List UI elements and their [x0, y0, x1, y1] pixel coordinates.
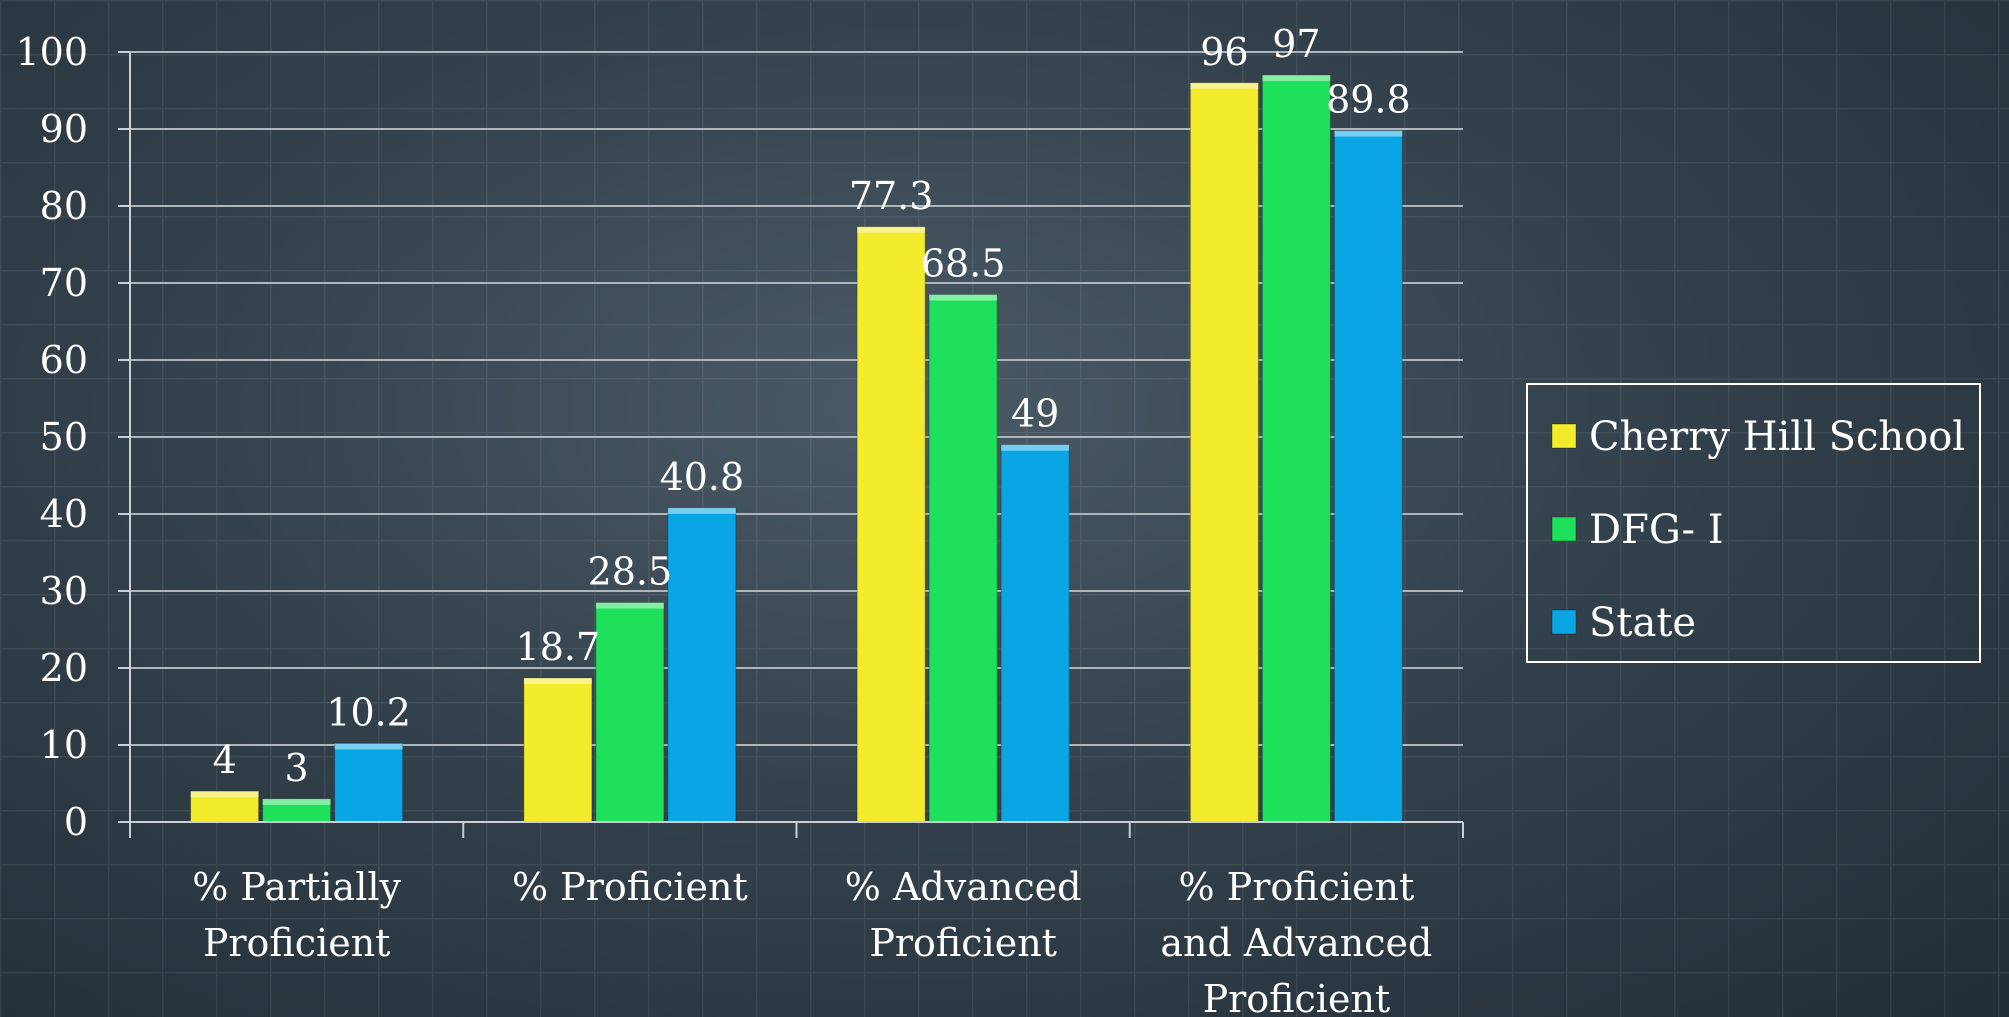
legend-label: State	[1589, 600, 1696, 646]
bar-highlight	[523, 678, 592, 685]
data-label: 96	[1200, 30, 1248, 74]
category-label: % Proficient and Advanced Proficient	[1160, 865, 1432, 1017]
category-label: % Partially Proficient	[192, 865, 401, 965]
bar-highlight	[334, 743, 403, 750]
y-tick-label: 60	[40, 338, 88, 382]
data-label: 89.8	[1326, 78, 1411, 122]
bar	[334, 742, 404, 823]
bar	[856, 226, 926, 823]
y-tick-label: 20	[40, 646, 88, 690]
bar-highlight	[190, 791, 259, 798]
bar-highlight	[857, 226, 926, 233]
y-tick-label: 40	[40, 492, 88, 536]
y-tick-label: 10	[40, 723, 88, 767]
legend-swatch	[1551, 516, 1577, 542]
bar-highlight	[1190, 82, 1259, 89]
bar	[1000, 444, 1070, 823]
data-label: 18.7	[516, 625, 601, 669]
axes	[118, 51, 1464, 838]
category-label-line: Proficient	[203, 921, 391, 965]
data-label: 3	[285, 746, 309, 790]
category-label: % Proficient	[512, 865, 748, 909]
y-tick-label: 0	[64, 800, 88, 844]
legend: Cherry Hill School DFG- I State	[1526, 383, 1981, 663]
category-label-line: and Advanced	[1160, 921, 1432, 965]
data-label: 4	[213, 738, 237, 782]
bar	[1261, 74, 1331, 823]
bar	[595, 602, 665, 823]
data-label: 49	[1011, 392, 1059, 436]
legend-swatch	[1551, 423, 1577, 449]
legend-label: DFG- I	[1589, 507, 1724, 553]
y-tick-label: 90	[40, 107, 88, 151]
y-tick-label: 100	[15, 30, 88, 74]
legend-box	[1526, 383, 1981, 663]
bar	[190, 790, 260, 823]
category-label-line: % Advanced	[845, 865, 1082, 909]
data-label: 68.5	[921, 242, 1006, 286]
category-label-line: % Partially	[192, 865, 401, 909]
data-label: 40.8	[660, 455, 745, 499]
category-label: % Advanced Proficient	[845, 865, 1082, 965]
bar	[928, 294, 998, 823]
bar	[1189, 82, 1259, 823]
data-label: 97	[1272, 22, 1320, 66]
category-label-line: Proficient	[1203, 977, 1391, 1017]
data-label: 10.2	[326, 690, 411, 734]
y-tick-label: 30	[40, 569, 88, 613]
bar-highlight	[1334, 130, 1403, 137]
bar	[1333, 130, 1403, 823]
data-label: 28.5	[588, 550, 673, 594]
bar-highlight	[1001, 444, 1070, 451]
data-label: 77.3	[849, 174, 934, 218]
bar	[667, 507, 737, 823]
bar-highlight	[1262, 75, 1331, 82]
y-tick-label: 80	[40, 184, 88, 228]
data-labels: 4 18.7 77.3 96 3 28.5 68.5 97 10.2 40.8 49 89.8	[213, 22, 1411, 790]
bar-highlight	[667, 507, 736, 514]
bar-highlight	[262, 798, 331, 805]
legend-swatch	[1551, 609, 1577, 635]
bar-highlight	[929, 294, 998, 301]
y-tick-label: 50	[40, 415, 88, 459]
category-label-line: % Proficient	[1178, 865, 1414, 909]
y-tick-label: 70	[40, 261, 88, 305]
legend-label: Cherry Hill School	[1589, 414, 1965, 460]
category-label-line: % Proficient	[512, 865, 748, 909]
bar-highlight	[595, 602, 664, 609]
category-labels: % Partially Proficient % Proficient % Advan…	[192, 865, 1432, 1017]
bars	[190, 74, 1403, 823]
category-label-line: Proficient	[869, 921, 1057, 965]
bar	[523, 677, 593, 823]
y-axis-ticks: 0 10 20 30 40 50 60 70 80 90 100	[15, 30, 88, 844]
